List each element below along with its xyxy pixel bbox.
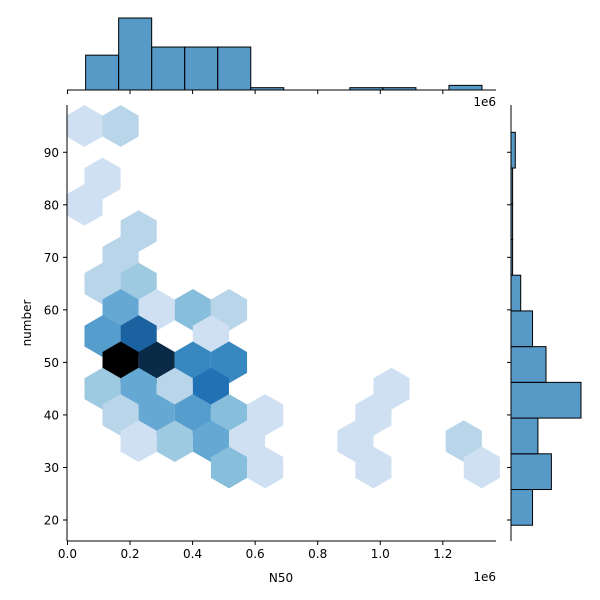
x-offset-label-bottom: 1e6	[473, 570, 496, 584]
hexbin-cell	[210, 289, 248, 331]
marginal-y-ticks	[507, 151, 511, 521]
y-tick-label: 20	[44, 513, 59, 527]
hexbin-cell	[102, 341, 139, 384]
histogram-bar-x	[448, 84, 483, 91]
joint-x-ticks: 0.0 0.2 0.4 0.6 0.8 1.0 1.2	[58, 541, 452, 561]
hexbin-cell	[102, 394, 139, 436]
marginal-x-histogram	[85, 17, 483, 91]
hexbin-cell	[66, 105, 103, 147]
hexbin-cell	[192, 367, 229, 410]
hexbin-cell	[174, 394, 211, 436]
hexbin-cell	[210, 341, 248, 384]
x-tick-label: 0.4	[183, 547, 202, 561]
y-tick-label: 70	[44, 251, 59, 265]
histogram-bar-x	[217, 46, 252, 91]
hexbin-cell	[84, 367, 121, 410]
hexbin-cell	[120, 262, 157, 305]
joint-y-ticks: 20 30 40 50 60 70 80 90	[44, 146, 67, 527]
hexbin-cell	[66, 183, 103, 226]
hexbin-cell	[138, 341, 175, 384]
hexbin-cell	[102, 236, 139, 279]
marginal-y-histogram	[510, 131, 582, 526]
y-tick-label: 30	[44, 461, 59, 475]
hexbin-cell	[120, 315, 157, 357]
hexbin-cell	[138, 394, 175, 436]
x-axis-label: N50	[269, 571, 293, 585]
hexbin-cell	[373, 367, 410, 410]
histogram-bar-y	[510, 310, 534, 348]
histogram-bar-y	[510, 131, 516, 169]
histogram-bar-x	[184, 46, 219, 91]
hexbin-cell	[210, 446, 248, 489]
y-tick-label: 40	[44, 408, 59, 422]
histogram-bar-y	[510, 489, 534, 526]
histogram-bar-x	[151, 46, 186, 91]
histogram-bar-x	[85, 54, 120, 91]
hexbin-cell	[156, 367, 193, 410]
hexbin-cell	[192, 420, 229, 463]
y-tick-label: 80	[44, 198, 59, 212]
x-tick-label: 1.0	[371, 547, 390, 561]
x-tick-label: 0.8	[308, 547, 327, 561]
hexbin-cell	[84, 262, 121, 305]
x-tick-label: 1.2	[433, 547, 452, 561]
x-tick-label: 0.2	[120, 547, 139, 561]
hexbin-cell	[355, 394, 392, 436]
hexbin-cell	[120, 420, 157, 463]
hexbin-cell	[174, 341, 211, 384]
hexbin-cell	[156, 420, 193, 463]
marginal-x-ticks	[66, 90, 444, 94]
hexbin-cell	[102, 289, 139, 331]
hexbin-cell	[84, 157, 121, 200]
hexbin-cell	[355, 446, 392, 489]
y-tick-label: 90	[44, 146, 59, 160]
histogram-bar-y	[510, 381, 582, 419]
histogram-bar-y	[510, 274, 522, 312]
hexbin-cell	[247, 394, 284, 436]
joint-axes	[66, 105, 496, 542]
hexbin-cell	[84, 315, 121, 357]
hexbin-cell	[337, 420, 374, 463]
histogram-bar-y	[510, 453, 552, 491]
hexbin-cell	[445, 420, 482, 463]
x-tick-label: 0.0	[58, 547, 77, 561]
hexbin-cell	[210, 394, 248, 436]
hexbin-cell	[174, 289, 211, 331]
hexbin-cell	[120, 210, 157, 252]
y-tick-label: 50	[44, 356, 59, 370]
hexbin-cells	[66, 105, 500, 489]
hexbin-cell	[463, 446, 500, 489]
y-axis-label: number	[20, 300, 34, 347]
x-tick-label: 0.6	[246, 547, 265, 561]
histogram-bar-y	[510, 346, 547, 383]
hexbin-cell	[102, 105, 139, 147]
hexbin-cell	[247, 446, 284, 489]
histogram-bar-x	[118, 17, 153, 91]
x-offset-label-top: 1e6	[473, 95, 496, 109]
histogram-bar-y	[510, 417, 539, 455]
hexbin-cell	[138, 289, 175, 331]
hexbin-cell	[192, 315, 229, 357]
hexbin-cell	[120, 367, 157, 410]
y-tick-label: 60	[44, 303, 59, 317]
hexbin-cell	[228, 420, 266, 463]
